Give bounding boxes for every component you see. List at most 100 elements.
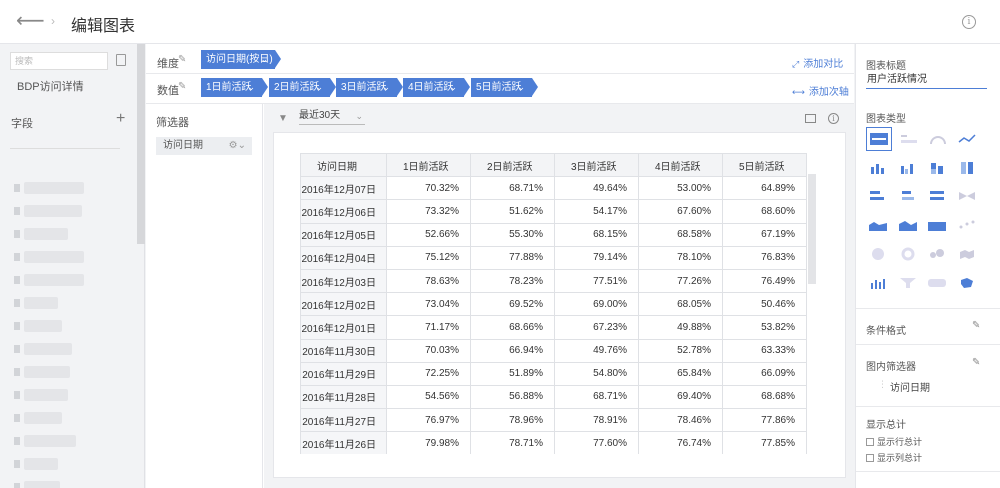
pencil-icon[interactable]: ✎ xyxy=(972,357,981,368)
chart-type-combo-icon[interactable] xyxy=(866,272,890,294)
dimension-chip[interactable]: 访问日期(按日) ⌄ xyxy=(201,50,281,69)
chart-type-stacked-bar-icon[interactable] xyxy=(925,185,949,207)
table-row: 2016年11月29日 72.25% 51.89% 54.80% 65.84% 66.09… xyxy=(300,361,807,386)
value-cell: 76.49% xyxy=(722,268,807,294)
chart-type-funnel-icon[interactable] xyxy=(896,272,920,294)
chart-type-grouped-column-icon[interactable] xyxy=(896,157,920,179)
field-item[interactable] xyxy=(24,389,68,401)
field-type-icon xyxy=(14,437,20,445)
column-header[interactable]: 2日前活跃 xyxy=(470,153,555,178)
value-cell: 75.12% xyxy=(386,245,471,270)
chart-type-area-icon[interactable] xyxy=(866,214,890,236)
chart-type-stacked-area-icon[interactable] xyxy=(896,214,920,236)
value-cell: 77.88% xyxy=(470,245,555,270)
value-cell: 76.97% xyxy=(386,408,471,433)
column-header[interactable]: 1日前活跃 xyxy=(386,153,471,178)
chart-title-input[interactable]: 用户活跃情况 xyxy=(866,72,987,89)
value-cell: 68.05% xyxy=(638,292,723,317)
chart-type-gauge-icon[interactable] xyxy=(926,128,950,150)
drag-handle-icon[interactable]: ⋮ xyxy=(878,379,887,389)
info-icon[interactable]: i xyxy=(828,113,839,124)
arrow-left-icon[interactable]: ⟵ xyxy=(16,10,45,32)
value-chip[interactable]: 4日前活跃 ⌄ xyxy=(403,78,470,97)
document-icon[interactable] xyxy=(116,54,126,66)
table-scrollbar[interactable] xyxy=(808,174,816,284)
chart-type-ribbon-icon[interactable] xyxy=(955,185,979,207)
chart-type-percent-area-icon[interactable] xyxy=(925,214,949,236)
field-item[interactable] xyxy=(24,297,58,309)
column-header[interactable]: 5日前活跃 xyxy=(722,153,807,178)
funnel-icon: ▼ xyxy=(278,113,288,124)
inner-filter-field[interactable]: 访问日期 xyxy=(890,383,930,394)
chart-type-china-map-icon[interactable] xyxy=(955,272,979,294)
date-range-select[interactable]: 最近30天 ⌄ xyxy=(299,109,365,125)
field-item[interactable] xyxy=(24,458,58,470)
field-type-icon xyxy=(14,368,20,376)
field-item[interactable] xyxy=(24,274,84,286)
field-item[interactable] xyxy=(24,435,76,447)
column-header[interactable]: 4日前活跃 xyxy=(638,153,723,178)
filter-chip[interactable]: 访问日期 ⚙⌄ xyxy=(156,137,252,155)
date-cell: 2016年11月27日 xyxy=(300,408,387,433)
pencil-icon[interactable]: ✎ xyxy=(972,320,981,331)
field-item[interactable] xyxy=(24,481,60,488)
field-item[interactable] xyxy=(24,228,68,240)
compare-icon: ⤢ xyxy=(792,59,800,69)
chart-type-pie-icon[interactable] xyxy=(866,243,890,265)
value-cell: 68.58% xyxy=(638,222,723,247)
chart-type-bar-icon[interactable] xyxy=(866,185,890,207)
checkbox[interactable] xyxy=(866,454,874,462)
chart-type-wordcloud-icon[interactable] xyxy=(925,272,949,294)
pencil-icon[interactable]: ✎ xyxy=(178,81,187,92)
calendar-icon[interactable] xyxy=(805,114,816,123)
chart-type-line-icon[interactable] xyxy=(955,128,979,150)
gear-icon[interactable]: ⚙⌄ xyxy=(228,140,246,151)
checkbox[interactable] xyxy=(866,438,874,446)
table-row: 2016年12月03日 78.63% 78.23% 77.51% 77.26% 76.49… xyxy=(300,268,807,294)
value-chip[interactable]: 1日前活跃 ⌄ xyxy=(201,78,268,97)
field-item[interactable] xyxy=(24,251,84,263)
field-type-icon xyxy=(14,276,20,284)
field-item[interactable] xyxy=(24,366,70,378)
column-header[interactable]: 访问日期 xyxy=(300,153,387,178)
value-cell: 78.23% xyxy=(470,268,555,294)
chart-type-stacked-column-icon[interactable] xyxy=(925,157,949,179)
add-secondary-axis-link[interactable]: ⟷ 添加次轴 xyxy=(792,83,849,98)
column-header[interactable]: 3日前活跃 xyxy=(554,153,639,178)
field-item[interactable] xyxy=(24,205,82,217)
sidebar-scrollbar[interactable] xyxy=(137,44,145,244)
chart-type-scatter-icon[interactable] xyxy=(955,214,979,236)
table-row: 2016年12月06日 73.32% 51.62% 54.17% 67.60% 68.60… xyxy=(300,199,807,224)
chart-settings-panel: 图表标题 用户活跃情况 图表类型 条件格式 ✎ 图内筛选器 ✎ ⋮ 访问日期 显… xyxy=(855,44,1000,488)
chart-type-ring-icon[interactable] xyxy=(896,243,920,265)
show-row-total-checkbox[interactable]: 显示行总计 xyxy=(866,435,922,448)
chart-type-bubble-icon[interactable] xyxy=(925,243,949,265)
add-compare-link[interactable]: ⤢ 添加对比 xyxy=(792,55,843,70)
chart-type-grouped-bar-icon[interactable] xyxy=(896,185,920,207)
value-chip[interactable]: 3日前活跃 ⌄ xyxy=(336,78,403,97)
table-row: 2016年11月28日 54.56% 56.88% 68.71% 69.40% 68.68… xyxy=(300,384,807,410)
value-chip[interactable]: 2日前活跃 ⌄ xyxy=(269,78,336,97)
field-item[interactable] xyxy=(24,412,62,424)
info-icon[interactable]: i xyxy=(962,15,976,29)
value-chip[interactable]: 5日前活跃 ⌄ xyxy=(471,78,538,97)
field-item[interactable] xyxy=(24,320,62,332)
add-field-icon[interactable]: + xyxy=(116,110,126,127)
show-total-label: 显示总计 xyxy=(866,420,906,431)
chart-type-column-icon[interactable] xyxy=(866,157,890,179)
chart-type-percent-column-icon[interactable] xyxy=(955,157,979,179)
chart-type-map-icon[interactable] xyxy=(955,243,979,265)
chart-type-table-icon[interactable] xyxy=(866,127,892,151)
value-chip-label: 1日前活跃 xyxy=(206,82,252,93)
data-table-container: 访问日期 1日前活跃 2日前活跃 3日前活跃 4日前活跃 5日前活跃 2016年… xyxy=(300,153,817,454)
chart-type-kpi-icon[interactable] xyxy=(897,128,921,150)
value-cell: 51.62% xyxy=(470,199,555,224)
value-cell: 50.46% xyxy=(722,292,807,317)
field-item[interactable] xyxy=(24,343,72,355)
field-item[interactable] xyxy=(24,182,84,194)
show-col-total-checkbox[interactable]: 显示列总计 xyxy=(866,451,922,464)
field-search-input[interactable]: 搜索 xyxy=(10,52,108,70)
value-cell: 76.83% xyxy=(722,245,807,270)
dataset-name: BDP访问详情 xyxy=(17,81,84,93)
pencil-icon[interactable]: ✎ xyxy=(178,54,187,65)
